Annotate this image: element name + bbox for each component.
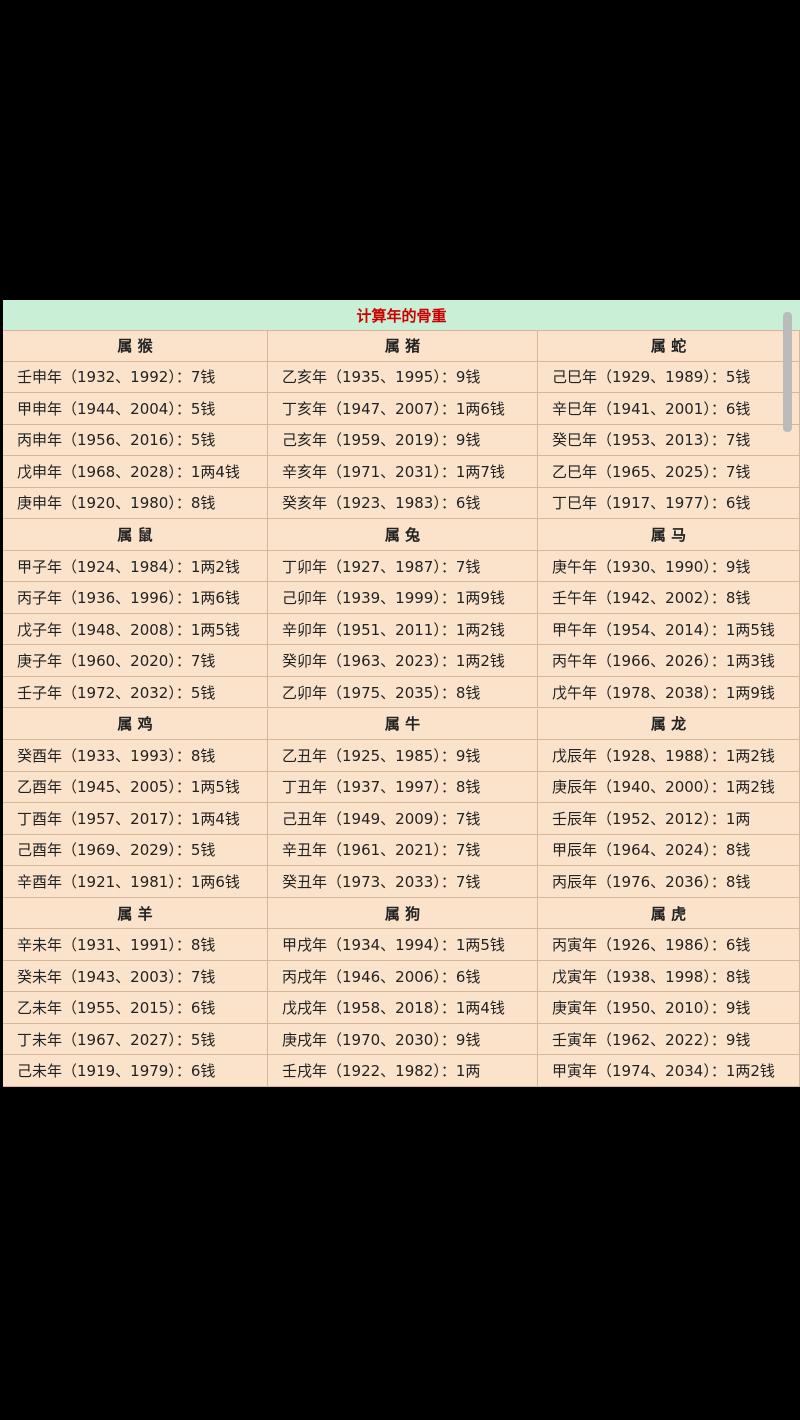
- zodiac-header: 属 猴: [3, 330, 268, 362]
- weight-cell: 丙午年（1966、2026）：1两3钱: [538, 645, 800, 677]
- zodiac-header: 属 兔: [268, 519, 538, 551]
- table-title: 计算年的骨重: [3, 300, 800, 331]
- weight-cell: 庚辰年（1940、2000）：1两2钱: [538, 771, 800, 804]
- weight-cell: 丙申年（1956、2016）：5钱: [3, 424, 268, 457]
- weight-cell: 壬戌年（1922、1982）：1两: [268, 1055, 538, 1087]
- weight-cell: 丁酉年（1957、2017）：1两4钱: [3, 803, 268, 835]
- zodiac-header: 属 羊: [3, 897, 268, 930]
- weight-cell: 戊午年（1978、2038）：1两9钱: [538, 676, 800, 709]
- weight-cell: 己卯年（1939、1999）：1两9钱: [268, 582, 538, 614]
- weight-cell: 辛丑年（1961、2021）：7钱: [268, 834, 538, 867]
- weight-cell: 甲辰年（1964、2024）：8钱: [538, 834, 800, 867]
- weight-cell: 甲午年（1954、2014）：1两5钱: [538, 613, 800, 646]
- scrollbar[interactable]: [783, 312, 792, 432]
- weight-cell: 癸卯年（1963、2023）：1两2钱: [268, 645, 538, 677]
- weight-cell: 壬寅年（1962、2022）：9钱: [538, 1023, 800, 1056]
- zodiac-header: 属 龙: [538, 708, 800, 741]
- weight-cell: 庚子年（1960、2020）：7钱: [3, 645, 268, 677]
- weight-cell: 丁卯年（1927、1987）：7钱: [268, 550, 538, 583]
- weight-cell: 丁丑年（1937、1997）：8钱: [268, 771, 538, 804]
- weight-cell: 戊辰年（1928、1988）：1两2钱: [538, 740, 800, 772]
- weight-cell: 戊申年（1968、2028）：1两4钱: [3, 456, 268, 488]
- weight-cell: 乙亥年（1935、1995）：9钱: [268, 361, 538, 394]
- weight-cell: 戊寅年（1938、1998）：8钱: [538, 960, 800, 993]
- weight-cell: 癸酉年（1933、1993）：8钱: [3, 740, 268, 772]
- weight-cell: 己未年（1919、1979）：6钱: [3, 1055, 268, 1087]
- weight-cell: 己巳年（1929、1989）：5钱: [538, 361, 800, 394]
- weight-cell: 甲戌年（1934、1994）：1两5钱: [268, 929, 538, 961]
- weight-cell: 辛酉年（1921、1981）：1两6钱: [3, 866, 268, 898]
- table: 计算年的骨重 属 猴属 猪属 蛇壬申年（1932、1992）：7钱 乙亥年（193…: [3, 300, 800, 1087]
- weight-cell: 甲子年（1924、1984）：1两2钱: [3, 550, 268, 583]
- weight-cell: 甲申年（1944、2004）：5钱: [3, 393, 268, 425]
- weight-cell: 乙未年（1955、2015）：6钱: [3, 992, 268, 1024]
- zodiac-header: 属 狗: [268, 897, 538, 930]
- weight-cell: 丁巳年（1917、1977）：6钱: [538, 487, 800, 520]
- weight-cell: 庚申年（1920、1980）：8钱: [3, 487, 268, 520]
- weight-cell: 辛未年（1931、1991）：8钱: [3, 929, 268, 961]
- weight-cell: 癸未年（1943、2003）：7钱: [3, 960, 268, 993]
- weight-cell: 壬辰年（1952、2012）：1两: [538, 803, 800, 835]
- weight-cell: 戊戌年（1958、2018）：1两4钱: [268, 992, 538, 1024]
- zodiac-header: 属 鸡: [3, 708, 268, 741]
- weight-cell: 癸丑年（1973、2033）：7钱: [268, 866, 538, 898]
- weight-cell: 丙子年（1936、1996）：1两6钱: [3, 582, 268, 614]
- weight-cell: 辛亥年（1971、2031）：1两7钱: [268, 456, 538, 488]
- weight-cell: 丙寅年（1926、1986）：6钱: [538, 929, 800, 961]
- weight-cell: 丁亥年（1947、2007）：1两6钱: [268, 393, 538, 425]
- weight-cell: 乙卯年（1975、2035）：8钱: [268, 676, 538, 709]
- weight-cell: 丁未年（1967、2027）：5钱: [3, 1023, 268, 1056]
- weight-cell: 庚戌年（1970、2030）：9钱: [268, 1023, 538, 1056]
- zodiac-header: 属 蛇: [538, 330, 800, 362]
- weight-cell: 己丑年（1949、2009）：7钱: [268, 803, 538, 835]
- weight-cell: 庚寅年（1950、2010）：9钱: [538, 992, 800, 1024]
- weight-cell: 壬午年（1942、2002）：8钱: [538, 582, 800, 614]
- weight-cell: 壬申年（1932、1992）：7钱: [3, 361, 268, 394]
- zodiac-header: 属 马: [538, 519, 800, 551]
- weight-cell: 壬子年（1972、2032）：5钱: [3, 676, 268, 709]
- zodiac-header: 属 虎: [538, 897, 800, 930]
- weight-cell: 丙辰年（1976、2036）：8钱: [538, 866, 800, 898]
- zodiac-header: 属 牛: [268, 708, 538, 741]
- weight-cell: 己酉年（1969、2029）：5钱: [3, 834, 268, 867]
- weight-cell: 甲寅年（1974、2034）：1两2钱: [538, 1055, 800, 1087]
- weight-cell: 丙戌年（1946、2006）：6钱: [268, 960, 538, 993]
- zodiac-header: 属 猪: [268, 330, 538, 362]
- zodiac-header: 属 鼠: [3, 519, 268, 551]
- weight-cell: 庚午年（1930、1990）：9钱: [538, 550, 800, 583]
- weight-cell: 癸巳年（1953、2013）：7钱: [538, 424, 800, 457]
- weight-cell: 乙丑年（1925、1985）：9钱: [268, 740, 538, 772]
- weight-cell: 乙巳年（1965、2025）：7钱: [538, 456, 800, 488]
- weight-cell: 辛巳年（1941、2001）：6钱: [538, 393, 800, 425]
- weight-cell: 戊子年（1948、2008）：1两5钱: [3, 613, 268, 646]
- weight-cell: 己亥年（1959、2019）：9钱: [268, 424, 538, 457]
- weight-cell: 癸亥年（1923、1983）：6钱: [268, 487, 538, 520]
- weight-cell: 乙酉年（1945、2005）：1两5钱: [3, 771, 268, 804]
- weight-cell: 辛卯年（1951、2011）：1两2钱: [268, 613, 538, 646]
